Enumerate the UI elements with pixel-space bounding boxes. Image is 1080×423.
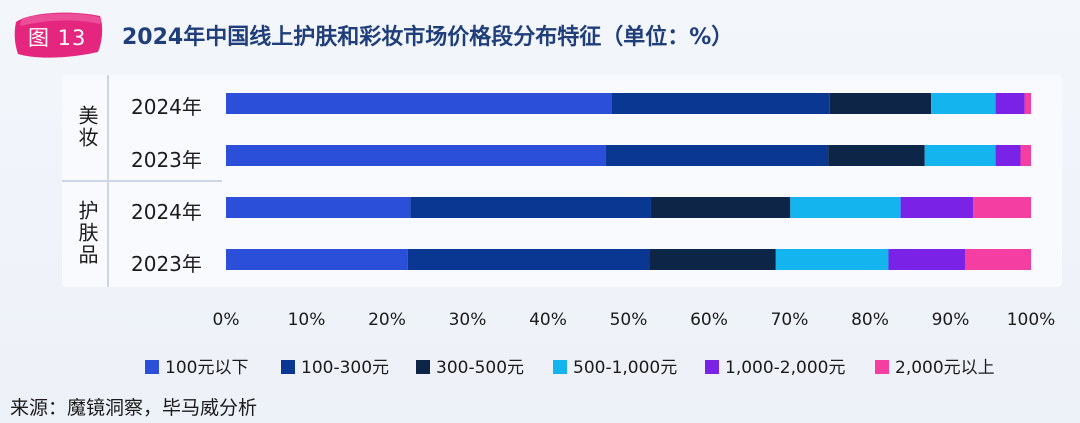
bar-segment: [407, 249, 650, 270]
x-tick-label: 50%: [610, 310, 648, 330]
bar-segment: [226, 197, 411, 218]
badge-label: 图 13: [28, 26, 87, 50]
legend-swatch: [145, 360, 159, 374]
legend-item: 300-500元: [416, 353, 524, 378]
bar-segment: [226, 93, 612, 114]
x-tick-label: 20%: [368, 310, 406, 330]
x-tick-label: 70%: [771, 310, 809, 330]
bar-segment: [649, 249, 776, 270]
legend-swatch: [553, 360, 567, 374]
brush-stroke-icon: [14, 12, 103, 58]
legend-swatch: [705, 360, 719, 374]
bar-segment: [888, 249, 965, 270]
bar-segment: [611, 93, 830, 114]
group-label-makeup: 美妆: [75, 105, 99, 149]
bar-segment: [226, 145, 606, 166]
x-tick-label: 100%: [1007, 310, 1056, 330]
bar-segment: [790, 197, 901, 218]
x-tick-label: 0%: [213, 310, 240, 330]
bar-segment: [829, 93, 932, 114]
bar-segment: [973, 197, 1031, 218]
legend-item: 100-300元: [281, 353, 389, 378]
legend-item: 2,000元以上: [875, 353, 995, 378]
bar-segment: [226, 249, 408, 270]
group-box-makeup: [62, 75, 109, 180]
bar-segment: [651, 197, 791, 218]
legend-item: 1,000-2,000元: [705, 353, 845, 378]
bar-segment: [900, 197, 974, 218]
legend-swatch: [875, 360, 889, 374]
group-label-skincare: 护肤品: [75, 200, 99, 266]
x-tick-label: 90%: [932, 310, 970, 330]
chart-title: 2024年中国线上护肤和彩妆市场价格段分布特征（单位：%）: [122, 25, 734, 50]
bar-segment: [605, 145, 829, 166]
legend-item: 500-1,000元: [553, 353, 677, 378]
bar-segment: [1020, 145, 1031, 166]
legend-label: 300-500元: [436, 358, 525, 378]
x-tick-label: 30%: [449, 310, 487, 330]
bar-segment: [924, 145, 996, 166]
bar-segment: [775, 249, 889, 270]
source-note: 来源：魔镜洞察，毕马威分析: [10, 397, 258, 419]
legend-swatch: [416, 360, 430, 374]
group-divider: [62, 180, 222, 182]
x-tick-label: 40%: [529, 310, 567, 330]
legend-label: 1,000-2,000元: [725, 358, 846, 378]
legend-label: 100-300元: [301, 358, 390, 378]
legend-item: 100元以下: [145, 353, 248, 378]
category-label: 2024年: [131, 200, 202, 224]
bar-segment: [828, 145, 925, 166]
figure-badge: 图 13: [12, 8, 104, 60]
legend-swatch: [281, 360, 295, 374]
x-tick-label: 10%: [288, 310, 326, 330]
bar-segment: [1024, 93, 1031, 114]
x-tick-label: 80%: [851, 310, 889, 330]
legend-label: 500-1,000元: [573, 358, 678, 378]
legend-label: 100元以下: [165, 358, 249, 378]
category-label: 2023年: [131, 252, 202, 276]
legend: 100元以下 100-300元 300-500元 500-1,000元 1,00…: [145, 353, 1045, 379]
category-label: 2023年: [131, 148, 202, 172]
x-tick-label: 60%: [690, 310, 728, 330]
bar-segment: [964, 249, 1031, 270]
bar-segment: [995, 93, 1025, 114]
bar-segment: [931, 93, 996, 114]
bar-segment: [410, 197, 652, 218]
group-box-skincare: [62, 182, 109, 287]
bar-segment: [995, 145, 1021, 166]
legend-label: 2,000元以上: [895, 358, 995, 378]
category-label: 2024年: [131, 95, 202, 119]
